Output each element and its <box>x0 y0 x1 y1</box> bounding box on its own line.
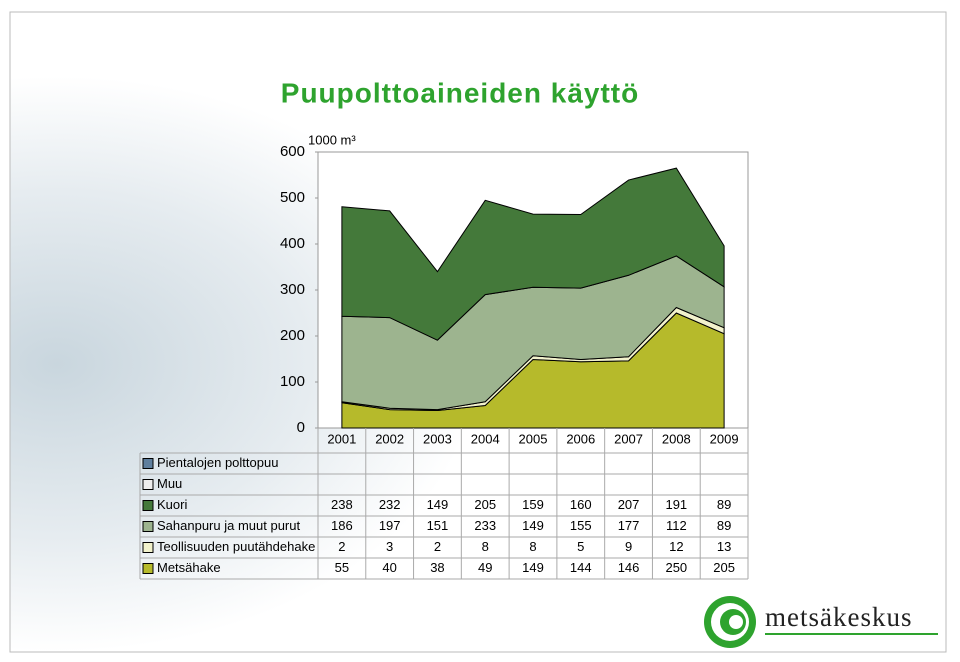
chart-title: Puupolttoaineiden käyttö <box>281 77 639 108</box>
table-value: 160 <box>570 497 592 512</box>
x-tick-label: 2005 <box>519 431 548 446</box>
y-tick-label: 0 <box>297 419 305 436</box>
y-tick-label: 600 <box>280 143 305 160</box>
table-value: 8 <box>529 539 536 554</box>
y-tick-label: 300 <box>280 281 305 298</box>
legend-label: Muu <box>157 476 182 491</box>
legend-swatch <box>142 458 154 469</box>
table-value: 5 <box>577 539 584 554</box>
table-value: 89 <box>717 497 731 512</box>
table-value: 151 <box>427 518 449 533</box>
table-value: 146 <box>618 560 640 575</box>
table-value: 89 <box>717 518 731 533</box>
logo-text: metsäkeskus <box>765 602 912 632</box>
table-value: 149 <box>522 560 544 575</box>
table-value: 238 <box>331 497 353 512</box>
table-value: 207 <box>618 497 640 512</box>
legend-label: Pientalojen polttopuu <box>157 455 278 470</box>
y-tick-label: 400 <box>280 235 305 252</box>
table-value: 2 <box>434 539 441 554</box>
table-value: 9 <box>625 539 632 554</box>
table-value: 232 <box>379 497 401 512</box>
logo <box>704 596 938 648</box>
table-value: 149 <box>522 518 544 533</box>
table-value: 13 <box>717 539 731 554</box>
x-tick-label: 2001 <box>327 431 356 446</box>
table-value: 2 <box>338 539 345 554</box>
logo-ring <box>729 615 743 629</box>
legend-swatch <box>142 563 154 574</box>
x-tick-label: 2004 <box>471 431 500 446</box>
legend-label: Metsähake <box>157 560 221 575</box>
table-value: 250 <box>665 560 687 575</box>
table-value: 197 <box>379 518 401 533</box>
y-tick-label: 500 <box>280 189 305 206</box>
table-value: 191 <box>665 497 687 512</box>
legend-label: Sahanpuru ja muut purut <box>157 518 300 533</box>
table-value: 40 <box>382 560 396 575</box>
x-tick-label: 2002 <box>375 431 404 446</box>
table-value: 186 <box>331 518 353 533</box>
table-value: 49 <box>478 560 492 575</box>
table-value: 177 <box>618 518 640 533</box>
table-value: 12 <box>669 539 683 554</box>
table-value: 155 <box>570 518 592 533</box>
table-value: 205 <box>713 560 735 575</box>
legend-swatch <box>142 542 154 553</box>
legend-swatch <box>142 479 154 490</box>
table-value: 233 <box>474 518 496 533</box>
x-tick-label: 2008 <box>662 431 691 446</box>
x-tick-label: 2009 <box>710 431 739 446</box>
legend-label: Kuori <box>157 497 187 512</box>
legend-swatch <box>142 521 154 532</box>
legend-label: Teollisuuden puutähdehake <box>157 539 315 554</box>
x-tick-label: 2003 <box>423 431 452 446</box>
x-tick-label: 2006 <box>566 431 595 446</box>
table-value: 38 <box>430 560 444 575</box>
y-unit: 1000 m³ <box>308 132 356 147</box>
table-value: 3 <box>386 539 393 554</box>
x-tick-label: 2007 <box>614 431 643 446</box>
area <box>341 167 725 341</box>
y-tick-label: 200 <box>280 327 305 344</box>
table-value: 144 <box>570 560 592 575</box>
table-value: 8 <box>482 539 489 554</box>
table-value: 112 <box>666 518 687 533</box>
table-value: 205 <box>474 497 496 512</box>
y-tick-label: 100 <box>280 373 305 390</box>
legend-swatch <box>142 500 154 511</box>
table-value: 159 <box>522 497 544 512</box>
table-value: 55 <box>335 560 349 575</box>
table-value: 149 <box>427 497 449 512</box>
